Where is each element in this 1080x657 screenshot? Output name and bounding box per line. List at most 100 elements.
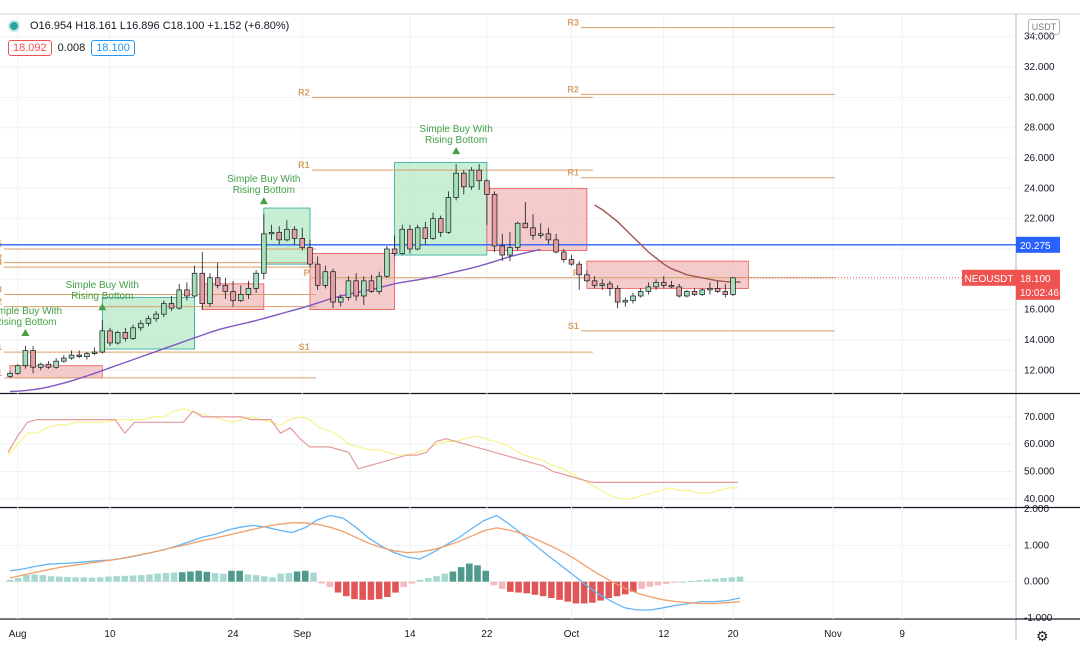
macd-histogram-bar (39, 575, 47, 582)
currency-unit-label[interactable]: USDT (1028, 19, 1060, 35)
candle-body (361, 280, 367, 297)
candle-body (114, 332, 121, 344)
macd-histogram-bar (457, 567, 465, 582)
candle-body (422, 227, 429, 239)
spread-value: 0.008 (57, 42, 86, 54)
candle-body (676, 286, 682, 297)
macd-histogram-bar (695, 580, 703, 582)
candle-body (714, 288, 721, 292)
candle-body (261, 233, 267, 274)
macd-histogram-bar (6, 579, 14, 582)
candle-body (61, 357, 67, 362)
macd-histogram-bar (572, 581, 580, 604)
macd-histogram-bar (597, 581, 604, 601)
candle-body (391, 248, 398, 254)
candle-body (91, 351, 98, 354)
candle-body (545, 233, 552, 241)
candle-body (445, 197, 452, 233)
buy-signal-label: Rising Bottom (425, 135, 487, 146)
candle-body (53, 360, 59, 368)
macd-histogram-bar (162, 572, 170, 582)
candle-body (107, 330, 113, 344)
oscillator-tick-label: 40.000 (1024, 494, 1055, 505)
candle-body (653, 281, 659, 288)
macd-histogram-bar (170, 572, 178, 582)
macd-histogram-bar (23, 575, 30, 582)
candle-body (191, 272, 198, 297)
candle-body (330, 271, 336, 303)
macd-histogram-bar (498, 581, 506, 589)
macd-histogram-bar (80, 577, 88, 582)
candle-body (461, 172, 467, 188)
macd-histogram-bar (318, 581, 325, 584)
candle-body (468, 169, 475, 188)
candle-body (238, 294, 244, 301)
macd-histogram-bar (236, 570, 243, 582)
macd-histogram-bar (343, 581, 350, 597)
candle-body (384, 248, 390, 277)
macd-histogram-bar (556, 581, 563, 600)
candle-body (584, 274, 590, 282)
candle-body (230, 291, 236, 301)
macd-histogram-bar (260, 576, 268, 582)
macd-histogram-bar (203, 571, 211, 582)
countdown-label: 10:02:46 (1020, 288, 1059, 299)
x-tick-label: Aug (9, 629, 27, 640)
x-tick-label: Nov (824, 629, 842, 640)
candle-body (453, 172, 459, 198)
macd-histogram-bar (474, 565, 481, 582)
macd-histogram-bar (64, 576, 71, 582)
pivot-label: R3 (0, 284, 2, 294)
ohlc-legend: O16.954 H18.161 L16.896 C18.100 +1.152 (… (8, 20, 289, 32)
x-tick-label: 14 (404, 629, 416, 640)
candle-body (437, 218, 444, 233)
price-tick-label: 30.000 (1024, 92, 1055, 103)
candle-body (161, 303, 167, 315)
trend-band (486, 187, 588, 251)
macd-histogram-bar (359, 581, 366, 600)
candle-body (299, 238, 306, 248)
candle-body (407, 228, 413, 250)
bid-ask-row: 18.092 0.008 18.100 (8, 40, 135, 56)
macd-histogram-bar (105, 576, 112, 582)
candle-body (476, 169, 482, 182)
pivot-label: R4 (0, 257, 2, 267)
macd-histogram-bar (433, 576, 440, 582)
price-tick-label: 22.000 (1024, 214, 1055, 225)
candle-body (176, 289, 182, 309)
candle-body (84, 353, 90, 357)
macd-line (9, 514, 741, 611)
macd-histogram-bar (662, 581, 670, 584)
candle-body (45, 363, 52, 368)
macd-histogram-bar (720, 578, 727, 582)
candle-body (68, 354, 75, 359)
candle-body (307, 247, 313, 265)
macd-histogram-bar (613, 581, 621, 597)
candle-body (684, 291, 690, 297)
macd-histogram-bar (687, 580, 695, 582)
macd-histogram-bar (72, 577, 79, 582)
candle-body (214, 277, 221, 286)
pivot-label: S1 (299, 342, 310, 352)
macd-histogram-bar (416, 579, 424, 582)
macd-histogram-bar (630, 581, 637, 592)
candle-body (353, 280, 359, 297)
ask-price[interactable]: 18.100 (91, 40, 135, 56)
candle-body (645, 286, 652, 292)
x-tick-label: 12 (658, 629, 670, 640)
candle-body (145, 318, 152, 324)
bid-price[interactable]: 18.092 (8, 40, 52, 56)
candle-body (30, 350, 36, 368)
candle-body (122, 332, 129, 339)
macd-histogram-bar (531, 581, 539, 595)
macd-histogram-bar (523, 581, 531, 594)
macd-tick-label: 0.000 (1024, 577, 1049, 588)
gear-icon[interactable]: ⚙ (1036, 628, 1049, 644)
macd-histogram-bar (646, 581, 654, 587)
candle-body (153, 313, 159, 320)
x-tick-label: Oct (564, 629, 580, 640)
candle-body (168, 303, 175, 309)
macd-histogram-bar (113, 576, 120, 582)
macd-histogram-bar (589, 581, 596, 603)
